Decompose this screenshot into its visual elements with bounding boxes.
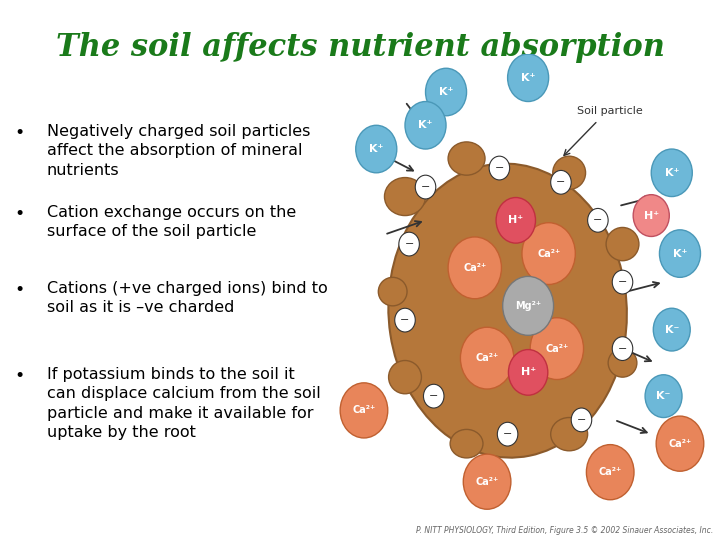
Circle shape xyxy=(395,308,415,332)
Text: Ca²⁺: Ca²⁺ xyxy=(598,467,622,477)
Ellipse shape xyxy=(378,278,407,306)
Text: −: − xyxy=(400,315,410,325)
Circle shape xyxy=(448,237,501,299)
Ellipse shape xyxy=(606,227,639,261)
Text: H⁺: H⁺ xyxy=(521,367,536,377)
Ellipse shape xyxy=(450,429,483,458)
Circle shape xyxy=(633,194,670,237)
Ellipse shape xyxy=(608,349,637,377)
Text: H⁺: H⁺ xyxy=(508,215,523,225)
Text: •: • xyxy=(14,367,24,385)
Ellipse shape xyxy=(553,156,585,190)
Text: Ca²⁺: Ca²⁺ xyxy=(475,477,499,487)
Text: −: − xyxy=(618,343,627,354)
Text: Ca²⁺: Ca²⁺ xyxy=(537,248,560,259)
Text: −: − xyxy=(593,215,603,225)
Circle shape xyxy=(551,171,571,194)
Text: •: • xyxy=(14,205,24,223)
Text: −: − xyxy=(503,429,513,439)
Circle shape xyxy=(522,222,575,285)
Text: K⁻: K⁻ xyxy=(657,391,671,401)
Circle shape xyxy=(423,384,444,408)
Text: −: − xyxy=(618,277,627,287)
Text: Ca²⁺: Ca²⁺ xyxy=(545,343,569,354)
Ellipse shape xyxy=(388,164,627,457)
Text: If potassium binds to the soil it
can displace calcium from the soil
particle an: If potassium binds to the soil it can di… xyxy=(47,367,320,440)
Text: −: − xyxy=(577,415,586,425)
Circle shape xyxy=(612,337,633,361)
Circle shape xyxy=(340,383,388,438)
Ellipse shape xyxy=(389,361,421,394)
Circle shape xyxy=(460,327,514,389)
Circle shape xyxy=(586,444,634,500)
Circle shape xyxy=(645,375,682,417)
Text: K⁻: K⁻ xyxy=(665,325,679,335)
Text: •: • xyxy=(14,124,24,142)
Circle shape xyxy=(356,125,397,173)
Text: The soil affects nutrient absorption: The soil affects nutrient absorption xyxy=(55,32,665,63)
Text: Cations (+ve charged ions) bind to
soil as it is –ve charded: Cations (+ve charged ions) bind to soil … xyxy=(47,281,328,315)
Circle shape xyxy=(503,276,554,335)
Ellipse shape xyxy=(551,417,588,451)
Text: Negatively charged soil particles
affect the absorption of mineral
nutrients: Negatively charged soil particles affect… xyxy=(47,124,310,178)
Ellipse shape xyxy=(384,178,426,215)
Circle shape xyxy=(652,149,693,197)
Text: K⁺: K⁺ xyxy=(521,73,535,83)
Text: −: − xyxy=(495,163,504,173)
Circle shape xyxy=(571,408,592,432)
Text: Ca²⁺: Ca²⁺ xyxy=(668,438,692,449)
Circle shape xyxy=(405,102,446,149)
Text: K⁺: K⁺ xyxy=(665,168,679,178)
Text: Ca²⁺: Ca²⁺ xyxy=(475,353,499,363)
Text: H⁺: H⁺ xyxy=(644,211,659,220)
Text: −: − xyxy=(405,239,414,249)
Circle shape xyxy=(612,270,633,294)
Circle shape xyxy=(399,232,419,256)
Text: Cation exchange occurs on the
surface of the soil particle: Cation exchange occurs on the surface of… xyxy=(47,205,296,239)
Text: P. NITT PHYSIOLOGY, Third Edition, Figure 3.5 © 2002 Sinauer Associates, Inc.: P. NITT PHYSIOLOGY, Third Edition, Figur… xyxy=(415,525,713,535)
Text: Soil particle: Soil particle xyxy=(577,106,643,116)
Text: •: • xyxy=(14,281,24,299)
Circle shape xyxy=(660,230,701,278)
Circle shape xyxy=(498,422,518,446)
Text: K⁺: K⁺ xyxy=(672,248,687,259)
Circle shape xyxy=(656,416,703,471)
Circle shape xyxy=(496,198,536,243)
Circle shape xyxy=(508,349,548,395)
Text: Ca²⁺: Ca²⁺ xyxy=(352,406,376,415)
Circle shape xyxy=(426,68,467,116)
Circle shape xyxy=(415,175,436,199)
Text: −: − xyxy=(429,391,438,401)
Circle shape xyxy=(530,318,583,380)
Circle shape xyxy=(489,156,510,180)
Text: Ca²⁺: Ca²⁺ xyxy=(463,263,487,273)
Text: −: − xyxy=(557,177,566,187)
Circle shape xyxy=(463,454,511,509)
Text: K⁺: K⁺ xyxy=(439,87,453,97)
Text: −: − xyxy=(420,182,431,192)
Ellipse shape xyxy=(448,142,485,175)
Circle shape xyxy=(588,208,608,232)
Text: Mg²⁺: Mg²⁺ xyxy=(515,301,541,311)
Circle shape xyxy=(653,308,690,351)
Circle shape xyxy=(508,54,549,102)
Text: K⁺: K⁺ xyxy=(418,120,433,130)
Text: K⁺: K⁺ xyxy=(369,144,384,154)
